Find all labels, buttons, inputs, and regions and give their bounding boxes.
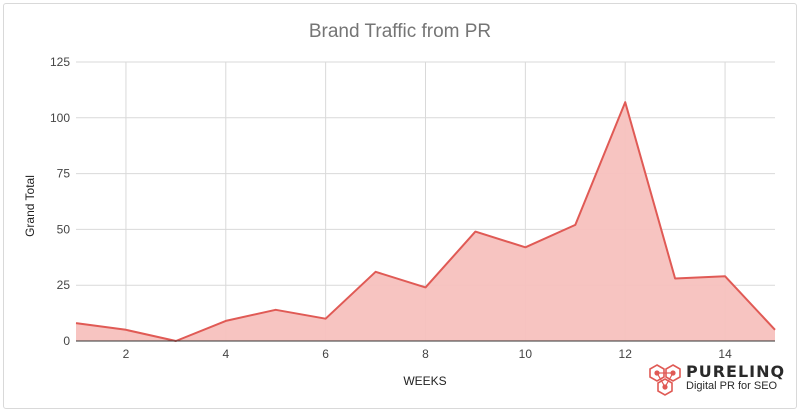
- y-tick-label: 25: [57, 278, 71, 292]
- y-tick-label: 50: [57, 222, 71, 236]
- y-tick-label: 125: [50, 55, 70, 69]
- x-tick-label: 2: [123, 347, 130, 361]
- brand-name: PURELINQ: [686, 362, 786, 381]
- hexagon-network-logo-icon: [649, 364, 681, 396]
- chart-title: Brand Traffic from PR: [308, 21, 492, 42]
- y-tick-label: 100: [50, 111, 70, 125]
- brand-logo: PURELINQ Digital PR for SEO: [646, 360, 796, 400]
- y-tick-label: 0: [63, 334, 70, 348]
- x-axis-label: WEEKS: [403, 374, 447, 388]
- series-line: [75, 101, 776, 342]
- axis-ticks: 0 25 50 75 100 125 2 4 6 8 10 12 14: [50, 55, 775, 361]
- x-tick-label: 10: [519, 347, 533, 361]
- x-tick-label: 8: [422, 347, 429, 361]
- x-tick-label: 14: [718, 347, 732, 361]
- area-series: [75, 101, 776, 342]
- area-fill: [76, 102, 775, 341]
- brand-tagline: Digital PR for SEO: [686, 380, 778, 392]
- x-tick-label: 4: [222, 347, 229, 361]
- y-tick-label: 75: [57, 167, 71, 181]
- x-tick-label: 6: [322, 347, 329, 361]
- x-tick-label: 12: [619, 347, 633, 361]
